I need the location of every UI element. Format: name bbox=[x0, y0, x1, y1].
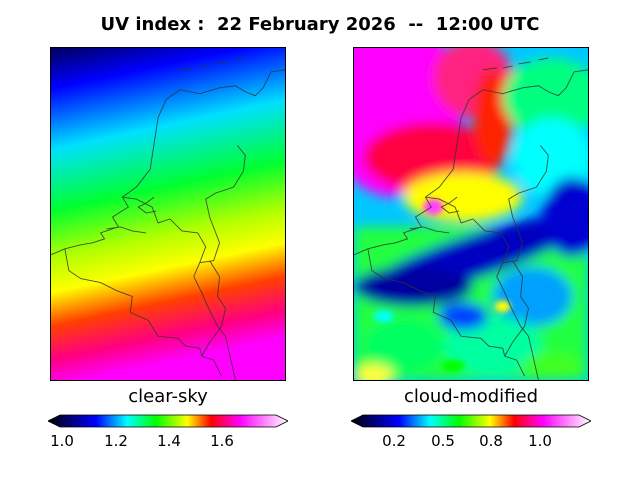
clear-sky-colorbar bbox=[48, 413, 288, 429]
cloud-modified-tick: 0.2 bbox=[382, 432, 406, 450]
cloud-modified-tick: 1.0 bbox=[528, 432, 552, 450]
cloud-modified-tick: 0.5 bbox=[431, 432, 455, 450]
cloud-modified-colorbar bbox=[351, 413, 591, 429]
cloud-modified-map bbox=[353, 47, 589, 381]
clear-sky-tick: 1.0 bbox=[50, 432, 74, 450]
clear-sky-tick: 1.6 bbox=[210, 432, 234, 450]
clear-sky-map bbox=[50, 47, 286, 381]
cloud-modified-tick: 0.8 bbox=[479, 432, 503, 450]
borders bbox=[51, 57, 285, 380]
clear-sky-label: clear-sky bbox=[128, 386, 208, 407]
clear-sky-tick: 1.2 bbox=[104, 432, 128, 450]
borders bbox=[354, 57, 588, 380]
cloud-modified-label: cloud-modified bbox=[403, 386, 539, 407]
clear-sky-tick: 1.4 bbox=[157, 432, 181, 450]
map-title: UV index : 22 February 2026 -- 12:00 UTC bbox=[100, 14, 540, 35]
